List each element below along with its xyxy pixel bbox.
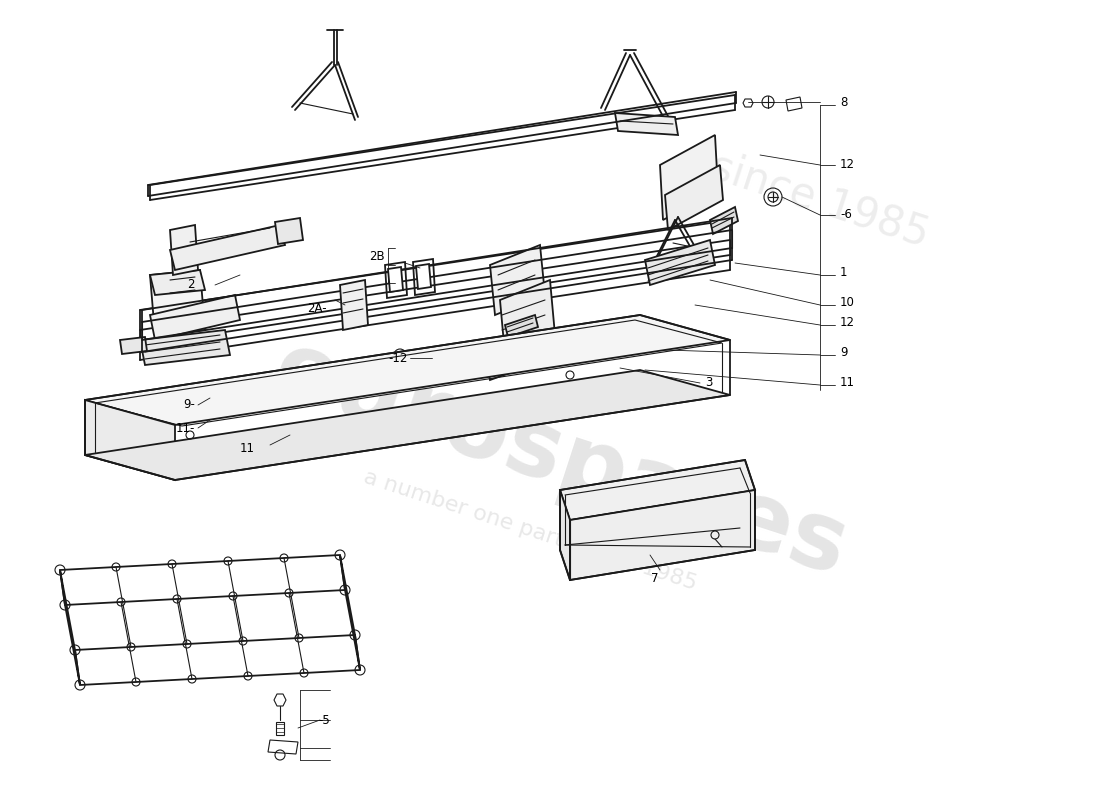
Polygon shape bbox=[150, 270, 205, 335]
Text: -5: -5 bbox=[318, 714, 330, 726]
Polygon shape bbox=[275, 218, 302, 244]
Polygon shape bbox=[560, 460, 755, 520]
Text: -12: -12 bbox=[388, 351, 408, 365]
Text: 11-: 11- bbox=[176, 422, 195, 434]
Text: 2B: 2B bbox=[370, 250, 385, 262]
Polygon shape bbox=[710, 207, 738, 234]
Polygon shape bbox=[786, 97, 802, 111]
Polygon shape bbox=[742, 99, 754, 107]
Text: eurospares: eurospares bbox=[262, 324, 858, 596]
Polygon shape bbox=[274, 694, 286, 706]
Text: 10: 10 bbox=[840, 297, 855, 310]
Text: 11: 11 bbox=[240, 442, 255, 454]
Polygon shape bbox=[276, 722, 284, 735]
Text: 7: 7 bbox=[651, 571, 659, 585]
Polygon shape bbox=[570, 490, 755, 580]
Polygon shape bbox=[416, 264, 431, 289]
Text: -6: -6 bbox=[840, 209, 851, 222]
Polygon shape bbox=[140, 330, 230, 365]
Text: 8: 8 bbox=[840, 97, 847, 110]
Polygon shape bbox=[485, 330, 560, 380]
Polygon shape bbox=[85, 315, 730, 425]
Text: 12: 12 bbox=[840, 158, 855, 171]
Polygon shape bbox=[150, 295, 240, 340]
Polygon shape bbox=[505, 315, 538, 337]
Polygon shape bbox=[645, 240, 715, 285]
Text: 9-: 9- bbox=[183, 398, 195, 411]
Polygon shape bbox=[85, 400, 175, 480]
Polygon shape bbox=[666, 165, 723, 230]
Polygon shape bbox=[268, 740, 298, 754]
Polygon shape bbox=[560, 490, 570, 580]
Text: 11: 11 bbox=[840, 377, 855, 390]
Text: 2A-: 2A- bbox=[307, 302, 327, 314]
Polygon shape bbox=[500, 280, 556, 355]
Polygon shape bbox=[660, 135, 718, 220]
Text: since 1985: since 1985 bbox=[705, 145, 935, 255]
Polygon shape bbox=[340, 280, 368, 330]
Polygon shape bbox=[615, 113, 678, 135]
Polygon shape bbox=[85, 370, 730, 480]
Polygon shape bbox=[120, 337, 147, 354]
Text: a number one parts since 1985: a number one parts since 1985 bbox=[361, 466, 700, 594]
Polygon shape bbox=[490, 245, 544, 315]
Text: 2: 2 bbox=[187, 278, 195, 291]
Polygon shape bbox=[170, 225, 285, 270]
Text: 12: 12 bbox=[840, 317, 855, 330]
Text: 3: 3 bbox=[705, 377, 713, 390]
Polygon shape bbox=[150, 270, 205, 295]
Text: 1: 1 bbox=[840, 266, 847, 279]
Polygon shape bbox=[170, 225, 198, 275]
Polygon shape bbox=[388, 267, 403, 292]
Text: 9: 9 bbox=[840, 346, 847, 359]
